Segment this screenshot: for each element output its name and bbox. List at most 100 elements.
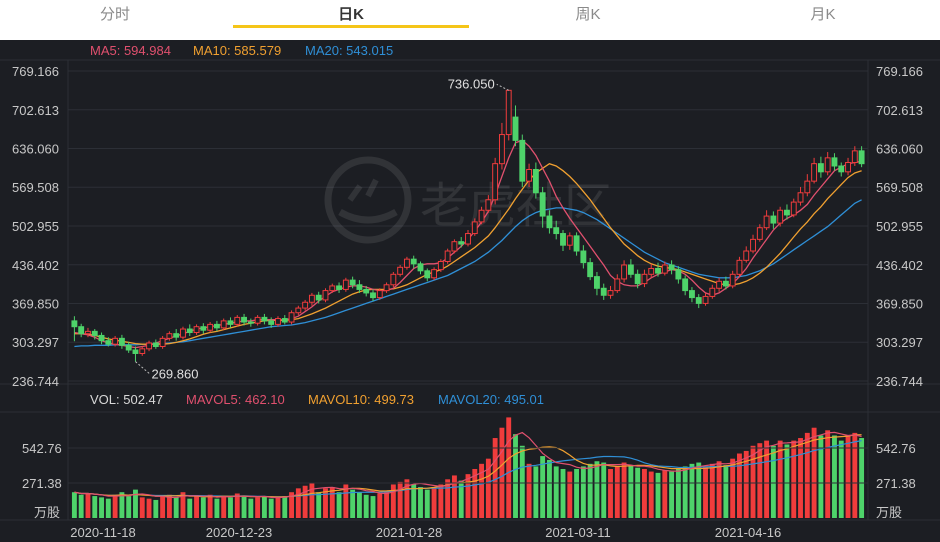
- mavol20-value: MAVOL20: 495.01: [438, 392, 544, 407]
- ma10-value: MA10: 585.579: [193, 43, 282, 58]
- candle-body: [322, 290, 329, 301]
- volume-bar: [737, 453, 742, 518]
- tab-monthly-k[interactable]: 月K: [810, 6, 836, 23]
- volume-bar: [567, 471, 573, 518]
- candle-body: [173, 333, 180, 338]
- high-leader: [496, 83, 509, 91]
- volume-bar: [139, 497, 145, 518]
- volume-bar: [356, 492, 362, 518]
- price-tick-right: 636.060: [876, 142, 923, 157]
- candle-body: [390, 273, 397, 286]
- volume-bar: [268, 498, 274, 518]
- candle-body: [254, 316, 261, 324]
- volume-bar: [221, 496, 227, 518]
- date-tick: 2020-11-18: [70, 525, 136, 540]
- candle-body: [207, 323, 214, 331]
- volume-bar: [485, 458, 491, 518]
- price-tick-right: 769.166: [876, 64, 923, 79]
- volume-bar: [675, 468, 681, 518]
- volume-unit-left: 万股: [34, 505, 60, 520]
- candle-body: [85, 330, 91, 335]
- active-tab-indicator: [233, 25, 469, 28]
- low-leader: [135, 361, 150, 375]
- mavol5-value: MAVOL5: 462.10: [186, 392, 285, 407]
- tab-weekly-k[interactable]: 周K: [575, 6, 601, 23]
- volume-bar: [99, 497, 104, 518]
- price-tick-left: 236.744: [12, 374, 59, 389]
- candle-body: [498, 134, 505, 165]
- volume-bar: [838, 440, 844, 518]
- candle-body: [139, 348, 146, 354]
- candle-body: [566, 235, 573, 246]
- candle-body: [831, 157, 838, 167]
- volume-bars: [71, 417, 865, 518]
- candle-body: [736, 259, 743, 275]
- candle-body: [587, 262, 594, 278]
- candle-body: [614, 278, 621, 292]
- candle-body: [186, 328, 193, 334]
- candle-body: [580, 250, 587, 264]
- volume-bar: [173, 497, 179, 518]
- candle-body: [689, 290, 695, 299]
- volume-bar: [180, 492, 186, 518]
- candle-body: [716, 280, 723, 289]
- tab-intraday[interactable]: 分时: [99, 6, 130, 23]
- volume-bar: [458, 480, 464, 518]
- candle-body: [288, 312, 295, 323]
- volume-bar: [295, 488, 301, 518]
- candle-body: [227, 320, 234, 325]
- candle-body: [336, 285, 343, 290]
- price-tick-left: 436.402: [12, 258, 59, 273]
- volume-bar: [845, 435, 851, 518]
- price-tick-right: 436.402: [876, 258, 923, 273]
- volume-bar: [350, 489, 356, 518]
- candle-body: [722, 280, 729, 287]
- volume-bar: [601, 462, 607, 518]
- volume-bar: [153, 499, 159, 518]
- volume-bar: [703, 466, 708, 518]
- candle-body: [634, 273, 641, 285]
- candle-body: [342, 279, 349, 290]
- volume-bar: [682, 466, 688, 518]
- candle-body: [471, 221, 478, 235]
- volume-bar: [818, 435, 824, 518]
- volume-bar: [255, 497, 261, 518]
- candle-body: [281, 318, 288, 323]
- candle-body: [553, 227, 560, 235]
- candle-body: [858, 150, 865, 165]
- candle-body: [478, 209, 485, 223]
- volume-bar: [669, 471, 675, 518]
- volume-bar: [642, 468, 647, 518]
- date-tick: 2021-04-16: [715, 525, 782, 540]
- tab-daily-k[interactable]: 日K: [338, 6, 364, 23]
- candle-body: [376, 290, 383, 299]
- candles: [71, 89, 865, 362]
- volume-bar: [418, 487, 423, 518]
- volume-bar: [770, 445, 776, 518]
- ma-legend: MA5: 594.984 MA10: 585.579 MA20: 543.015: [0, 40, 940, 62]
- volume-bar: [784, 444, 790, 518]
- volume-bar: [553, 466, 559, 518]
- candle-body: [675, 269, 682, 280]
- volume-bar: [411, 484, 417, 518]
- volume-bar: [560, 468, 566, 518]
- candle-body: [621, 264, 628, 280]
- candle-body: [78, 326, 85, 335]
- candle-body: [512, 116, 519, 141]
- volume-bar: [397, 481, 403, 518]
- candle-body: [824, 157, 831, 173]
- volume-bar: [750, 445, 756, 518]
- volume-bar: [798, 438, 803, 518]
- volume-bar: [832, 435, 837, 518]
- volume-tick-left: 271.38: [22, 476, 62, 491]
- candle-body: [295, 307, 302, 314]
- volume-bar: [689, 463, 695, 518]
- candle-body: [220, 320, 227, 329]
- price-tick-right: 702.613: [876, 103, 923, 118]
- candle-body: [275, 318, 281, 325]
- candle-body: [505, 89, 512, 136]
- volume-bar: [390, 484, 396, 518]
- price-tick-right: 369.850: [876, 296, 923, 311]
- date-tick: 2020-12-23: [206, 525, 273, 540]
